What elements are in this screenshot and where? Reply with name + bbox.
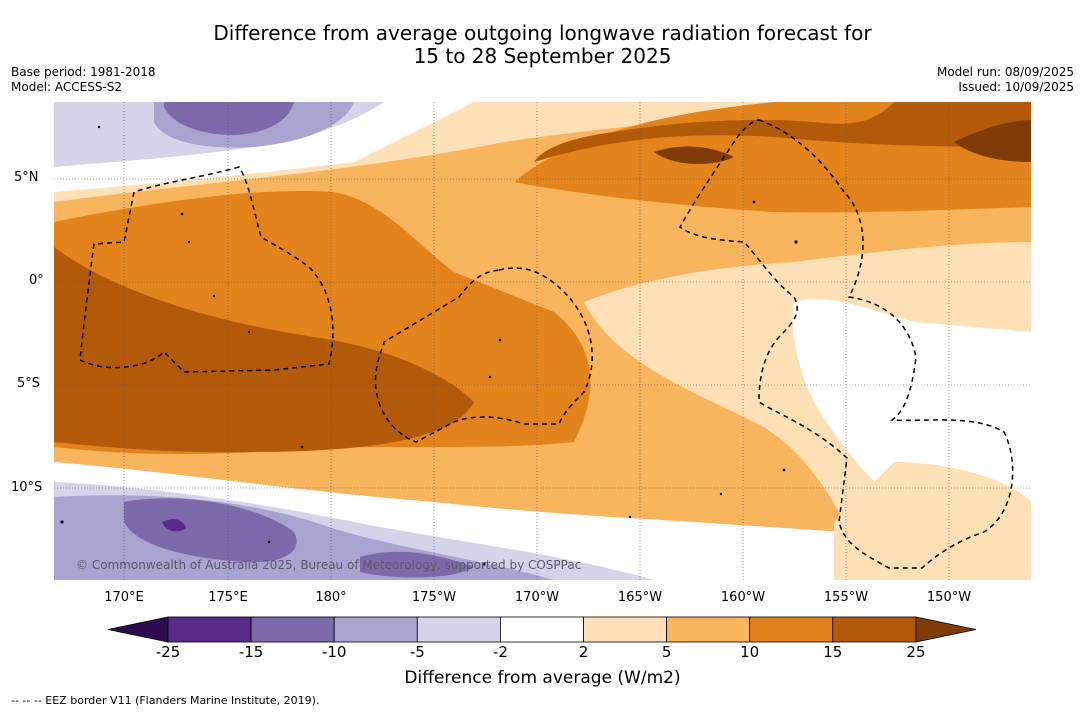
lon-label-155w: 155°W xyxy=(823,590,869,605)
island-dot-2 xyxy=(180,212,184,216)
island-dot-3 xyxy=(187,240,191,244)
eez-borders xyxy=(79,119,1014,569)
base-period: Base period: 1981-2018 xyxy=(11,65,156,79)
colorbar-tick-label: 25 xyxy=(906,643,926,661)
title-line-1: Difference from average outgoing longwav… xyxy=(213,21,872,45)
colorbar-cell xyxy=(583,616,667,643)
colorbar-cell xyxy=(666,616,751,643)
colorbar-tick-label: -10 xyxy=(321,643,347,661)
graticule xyxy=(54,102,1031,580)
lon-label-170w: 170°W xyxy=(514,590,560,605)
island-dot-6 xyxy=(300,445,304,449)
colorbar-cell xyxy=(333,616,418,643)
island-dot-4 xyxy=(212,294,216,298)
colorbar-cell xyxy=(749,616,834,643)
band-dark-purple-south xyxy=(124,498,297,563)
colorbar-tick-label: 15 xyxy=(823,643,843,661)
eez-legend-note: -- -- -- EEZ border V11 (Flanders Marine… xyxy=(11,694,320,707)
colorbar-cell xyxy=(250,616,335,643)
patch-darkest-brown-east xyxy=(954,120,1031,162)
colorbar-tick-label: -25 xyxy=(155,643,181,661)
island-dot-14 xyxy=(60,520,64,524)
lon-label-160w: 160°W xyxy=(720,590,766,605)
band-brown-west xyxy=(54,247,474,453)
model-run: Model run: 08/09/2025 xyxy=(936,65,1074,79)
band-brown-north xyxy=(534,102,1031,162)
island-dot-9 xyxy=(752,200,756,204)
island-dot-10 xyxy=(794,240,798,244)
issued-date: Issued: 10/09/2025 xyxy=(958,80,1074,94)
lat-label-0: 0° xyxy=(29,273,44,288)
region-white-east xyxy=(792,299,1031,522)
lat-label-10s: 10°S xyxy=(11,480,43,495)
colorbar-cell xyxy=(416,616,501,643)
colorbar-tick-label: 5 xyxy=(661,643,672,661)
island-dot-16 xyxy=(482,562,486,566)
colorbar xyxy=(108,616,977,643)
model-name: Model: ACCESS-S2 xyxy=(11,80,123,94)
island-dot-12 xyxy=(719,492,723,496)
run-info: Model run: 08/09/2025 Issued: 10/09/2025 xyxy=(937,65,1074,95)
lon-label-175w: 175°W xyxy=(411,590,457,605)
eez-border-west xyxy=(79,166,334,373)
colorbar-tick-label: -2 xyxy=(492,643,508,661)
lon-label-180: 180° xyxy=(315,590,347,605)
colorbar-tick-label: -5 xyxy=(409,643,425,661)
island-dot-15 xyxy=(267,540,271,544)
band-dark-purple-north xyxy=(164,102,294,135)
band-light-orange-southeast xyxy=(834,462,1031,580)
band-dark-purple-south-2 xyxy=(360,551,474,578)
colorbar-tick-label: 10 xyxy=(740,643,760,661)
colorbar-tick-label: 2 xyxy=(578,643,589,661)
island-dot-1 xyxy=(97,125,101,129)
island-dot-7 xyxy=(498,338,502,342)
colorbar-cell xyxy=(499,616,584,643)
lon-label-175e: 175°E xyxy=(208,590,248,605)
colorbar-cell xyxy=(167,616,252,643)
colorbar-extend-high xyxy=(915,616,977,643)
colorbar-tick-label: -15 xyxy=(238,643,264,661)
lon-label-165w: 165°W xyxy=(617,590,663,605)
eez-border-east xyxy=(679,119,1014,569)
eez-border-central xyxy=(374,267,593,443)
map-svg xyxy=(54,102,1031,580)
lat-label-5n: 5°N xyxy=(14,170,39,185)
island-dot-5 xyxy=(247,330,251,334)
anomaly-map xyxy=(54,102,1031,580)
colorbar-extend-low xyxy=(108,616,169,643)
island-dot-13 xyxy=(628,515,632,519)
patch-darkest-purple xyxy=(162,519,186,532)
map-title: Difference from average outgoing longwav… xyxy=(0,22,1085,68)
island-dot-8 xyxy=(488,375,492,379)
title-line-2: 15 to 28 September 2025 xyxy=(413,44,672,68)
lon-label-150w: 150°W xyxy=(926,590,972,605)
base-info: Base period: 1981-2018 Model: ACCESS-S2 xyxy=(11,65,156,95)
colorbar-cell xyxy=(832,616,917,643)
island-dot-11 xyxy=(782,468,786,472)
patch-darkest-brown xyxy=(654,146,734,164)
lat-label-5s: 5°S xyxy=(17,376,41,391)
lon-label-170e: 170°E xyxy=(104,590,144,605)
copyright-notice: © Commonwealth of Australia 2025, Bureau… xyxy=(76,558,582,572)
island-markers xyxy=(60,125,798,566)
colorbar-cells xyxy=(108,616,977,643)
colorbar-label: Difference from average (W/m2) xyxy=(404,668,681,688)
